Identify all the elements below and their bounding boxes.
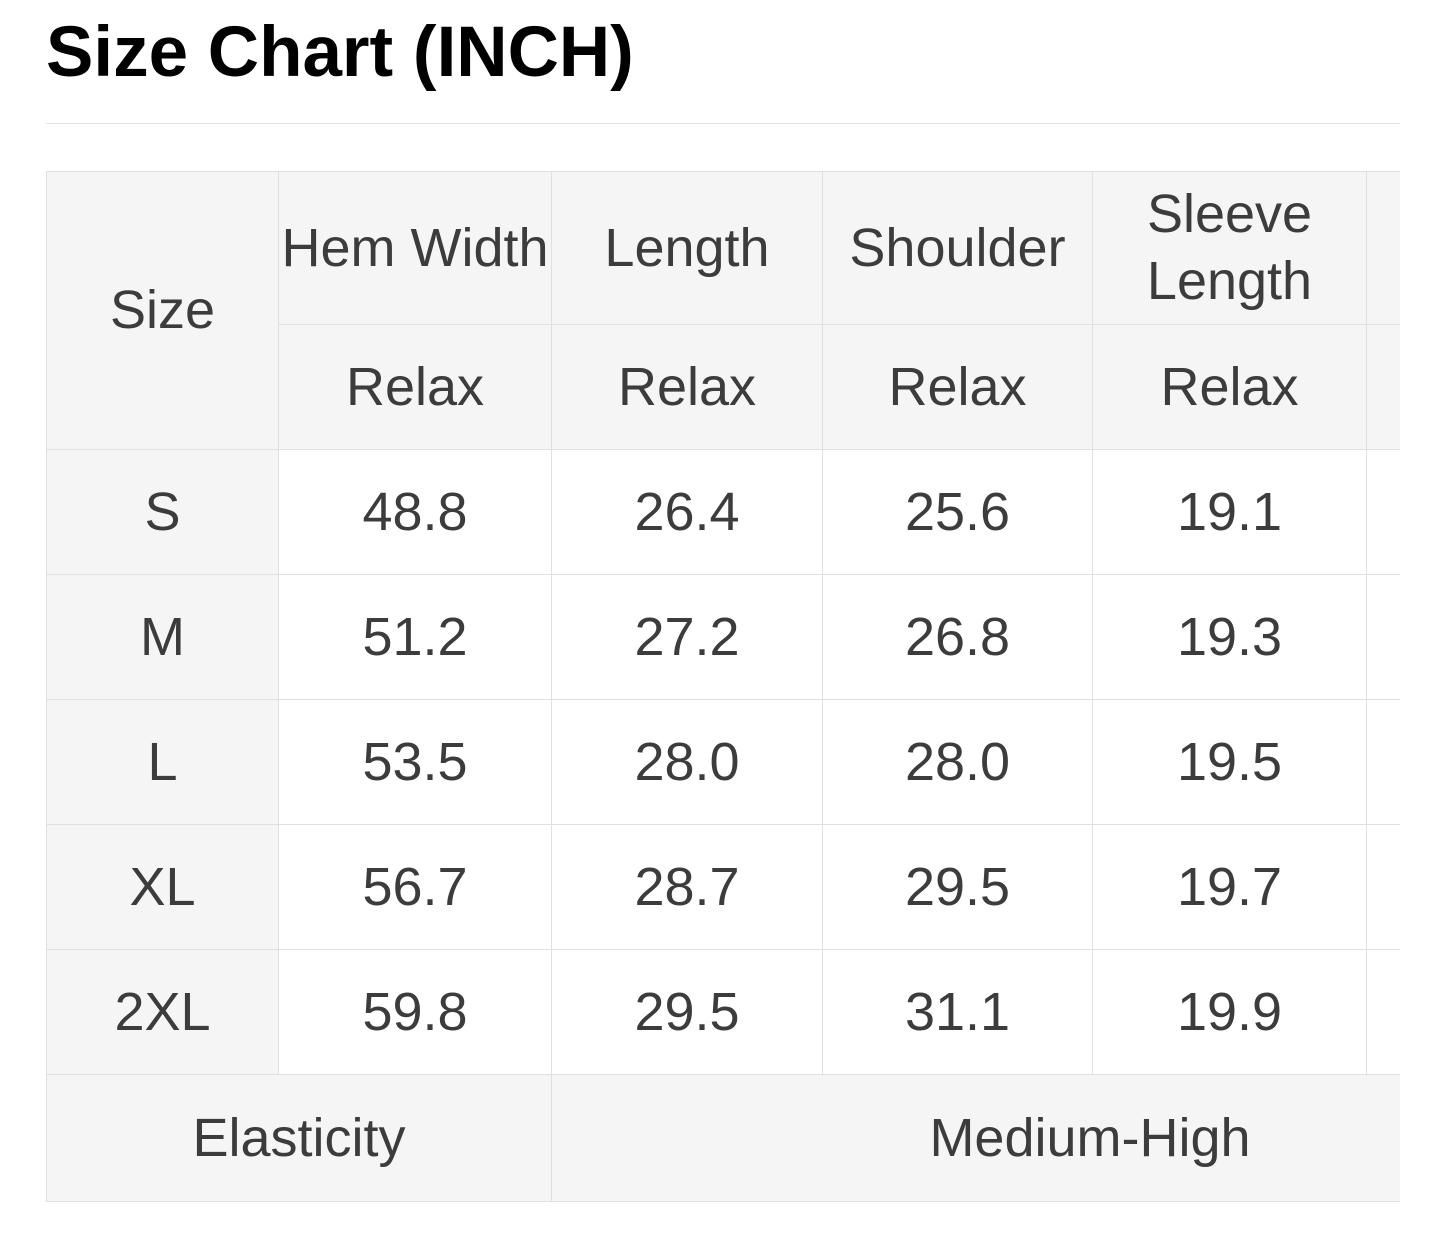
size-row-xl: XL 56.7 28.7 29.5 19.7 — [46, 824, 1400, 951]
size-label: M — [46, 574, 279, 701]
size-row-m: M 51.2 27.2 26.8 19.3 — [46, 574, 1400, 701]
fit-cell-clipped — [1366, 324, 1400, 451]
size-row-l: L 53.5 28.0 28.0 19.5 — [46, 699, 1400, 826]
measurement-cell: 25.6 — [822, 449, 1093, 576]
measurement-cell: 51.2 — [278, 574, 552, 701]
measurement-cell-clipped — [1366, 824, 1400, 951]
elasticity-value: Medium-High — [551, 1074, 1400, 1203]
size-label: L — [46, 699, 279, 826]
measurement-cell: 28.0 — [822, 699, 1093, 826]
size-chart-table-container: Size Hem Width Length Shoulder Sleeve Le… — [46, 171, 1400, 1203]
measurement-cell: 53.5 — [278, 699, 552, 826]
col-header-length: Length — [551, 171, 823, 326]
size-chart-section: Size Chart (INCH) Size Hem Width Length … — [0, 13, 1445, 1203]
title-divider — [46, 123, 1400, 125]
size-row-2xl: 2XL 59.8 29.5 31.1 19.9 — [46, 949, 1400, 1076]
measurement-cell-clipped — [1366, 949, 1400, 1076]
elasticity-label: Elasticity — [46, 1074, 552, 1203]
measurement-cell: 31.1 — [822, 949, 1093, 1076]
fit-cell-length: Relax — [551, 324, 823, 451]
measurement-cell-clipped — [1366, 449, 1400, 576]
col-header-sleeve-length: Sleeve Length — [1092, 171, 1367, 326]
col-header-shoulder: Shoulder — [822, 171, 1093, 326]
measurement-cell: 59.8 — [278, 949, 552, 1076]
measurement-cell: 48.8 — [278, 449, 552, 576]
col-header-size: Size — [46, 171, 279, 451]
header-row-fit: Relax Relax Relax Relax — [47, 324, 1400, 451]
size-label: 2XL — [46, 949, 279, 1076]
measurement-cell: 19.1 — [1092, 449, 1367, 576]
measurement-cell: 56.7 — [278, 824, 552, 951]
size-chart-table: Size Hem Width Length Shoulder Sleeve Le… — [46, 171, 1400, 1203]
measurement-cell: 26.8 — [822, 574, 1093, 701]
fit-cell-shoulder: Relax — [822, 324, 1093, 451]
size-label: S — [46, 449, 279, 576]
measurement-cell: 26.4 — [551, 449, 823, 576]
col-header-clipped — [1366, 171, 1400, 326]
size-row-s: S 48.8 26.4 25.6 19.1 — [46, 449, 1400, 576]
measurement-cell: 29.5 — [551, 949, 823, 1076]
size-label: XL — [46, 824, 279, 951]
measurement-cell: 29.5 — [822, 824, 1093, 951]
measurement-cell-clipped — [1366, 574, 1400, 701]
measurement-cell: 19.5 — [1092, 699, 1367, 826]
measurement-cell: 28.0 — [551, 699, 823, 826]
measurement-cell-clipped — [1366, 699, 1400, 826]
fit-cell-sleeve-length: Relax — [1092, 324, 1367, 451]
measurement-cell: 19.9 — [1092, 949, 1367, 1076]
header-row-measurements: Size Hem Width Length Shoulder Sleeve Le… — [46, 171, 1400, 451]
elasticity-row: Elasticity Medium-High — [46, 1074, 1400, 1203]
col-header-hem-width: Hem Width — [278, 171, 552, 326]
measurement-cell: 27.2 — [551, 574, 823, 701]
page-title: Size Chart (INCH) — [46, 13, 634, 92]
fit-cell-hem-width: Relax — [278, 324, 552, 451]
measurement-cell: 28.7 — [551, 824, 823, 951]
measurement-cell: 19.7 — [1092, 824, 1367, 951]
measurement-cell: 19.3 — [1092, 574, 1367, 701]
